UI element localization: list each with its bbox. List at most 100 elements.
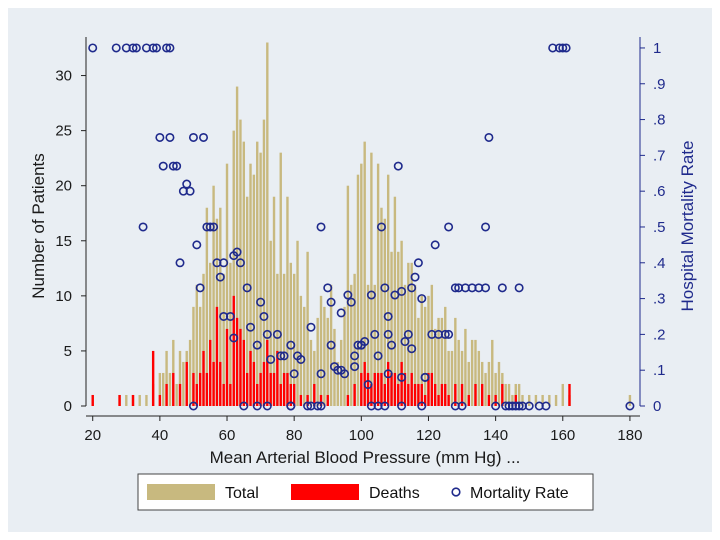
mortality-rate-point xyxy=(376,222,386,232)
mortality-rate-point xyxy=(306,322,316,332)
total-bar xyxy=(299,295,303,406)
total-bar xyxy=(269,240,272,406)
legend-swatch-total xyxy=(147,484,215,500)
mortality-rate-point xyxy=(279,351,289,361)
legend-label-rate: Mortality Rate xyxy=(470,485,569,502)
total-bar xyxy=(219,207,222,406)
total-bar xyxy=(370,152,373,406)
mortality-rate-point xyxy=(336,308,346,318)
y2-tick-label: .9 xyxy=(653,76,666,93)
total-bar xyxy=(313,350,316,406)
deaths-bar xyxy=(568,383,571,406)
mortality-rate-point xyxy=(192,240,202,250)
mortality-rate-point xyxy=(407,283,417,293)
total-bar xyxy=(323,306,326,406)
mortality-rate-point xyxy=(350,351,360,361)
mortality-rate-point xyxy=(417,294,427,304)
deaths-bar xyxy=(393,372,397,406)
total-bar xyxy=(400,240,403,406)
deaths-bar xyxy=(460,383,464,406)
deaths-bar xyxy=(403,372,407,406)
deaths-bar xyxy=(242,339,246,406)
mortality-rate-point xyxy=(481,283,491,293)
mortality-rate-point xyxy=(168,161,178,171)
deaths-bar xyxy=(245,372,249,406)
deaths-bar xyxy=(423,394,427,406)
total-bar xyxy=(212,185,215,406)
total-bar xyxy=(561,383,564,406)
total-bar xyxy=(202,273,205,406)
total-bar xyxy=(487,361,491,406)
mortality-rate-point xyxy=(209,222,219,232)
deaths-bar xyxy=(433,383,437,406)
deaths-bar xyxy=(232,295,235,406)
mortality-rate-point xyxy=(380,401,390,411)
total-bar xyxy=(353,273,356,406)
total-bar xyxy=(259,152,262,406)
mortality-rate-point xyxy=(514,401,524,411)
total-bar xyxy=(343,306,346,406)
x-axis-label: Mean Arterial Blood Pressure (mm Hg) ... xyxy=(210,448,521,467)
deaths-bar xyxy=(219,361,222,406)
total-bar xyxy=(319,295,323,406)
total-bar xyxy=(239,119,242,406)
mortality-rate-point xyxy=(242,283,252,293)
total-bar xyxy=(454,317,457,406)
mortality-rate-point xyxy=(484,132,494,142)
deaths-bar xyxy=(427,372,430,406)
deaths-bar xyxy=(262,361,266,406)
mortality-rate-point xyxy=(219,258,229,268)
mortality-rate-point xyxy=(316,401,326,411)
y-tick-label: 20 xyxy=(55,178,72,195)
mortality-rate-point xyxy=(266,354,276,364)
total-bar xyxy=(282,273,286,406)
total-bar xyxy=(329,284,333,406)
deaths-bar xyxy=(313,383,316,406)
mortality-rate-point xyxy=(229,333,239,343)
total-bar xyxy=(467,361,470,406)
total-bar xyxy=(336,361,340,406)
deaths-bar xyxy=(386,361,390,406)
deaths-bar xyxy=(360,372,363,406)
total-bar xyxy=(376,163,380,406)
y2-tick-label: .7 xyxy=(653,147,666,164)
deaths-bar xyxy=(370,383,373,406)
deaths-bar xyxy=(487,394,491,406)
total-bar xyxy=(437,317,440,406)
mortality-rate-point xyxy=(625,401,635,411)
deaths-bar xyxy=(276,350,279,406)
total-bar xyxy=(457,339,460,406)
mortality-rate-point xyxy=(491,401,501,411)
total-bar xyxy=(380,207,383,406)
mortality-rate-point xyxy=(350,362,360,372)
mortality-rate-point xyxy=(259,311,269,321)
total-bars xyxy=(91,42,632,407)
deaths-bar xyxy=(202,350,205,406)
deaths-bar xyxy=(292,383,296,406)
deaths-bar xyxy=(440,383,444,406)
mortality-rate-point xyxy=(239,401,249,411)
deaths-bar xyxy=(474,383,477,406)
mortality-rate-point xyxy=(561,43,571,53)
y2-tick-label: .6 xyxy=(653,183,666,200)
mortality-rate-point xyxy=(340,369,350,379)
total-bar xyxy=(423,306,427,406)
total-bar xyxy=(209,262,212,406)
total-bar xyxy=(548,394,551,406)
deaths-bar xyxy=(299,394,303,406)
mortality-rate-point xyxy=(403,329,413,339)
y-tick-label: 5 xyxy=(64,343,72,360)
total-bar xyxy=(528,394,531,406)
mortality-rate-point xyxy=(205,222,215,232)
total-bar xyxy=(413,284,417,406)
deaths-bar xyxy=(376,372,380,406)
total-bar xyxy=(460,350,464,406)
total-bar xyxy=(427,295,430,406)
total-bar xyxy=(188,339,192,406)
deaths-bar xyxy=(282,372,286,406)
mortality-rate-point xyxy=(497,283,507,293)
total-bar xyxy=(470,339,474,406)
mortality-rate-point xyxy=(316,222,326,232)
deaths-bar xyxy=(430,372,434,406)
total-bar xyxy=(397,251,400,406)
